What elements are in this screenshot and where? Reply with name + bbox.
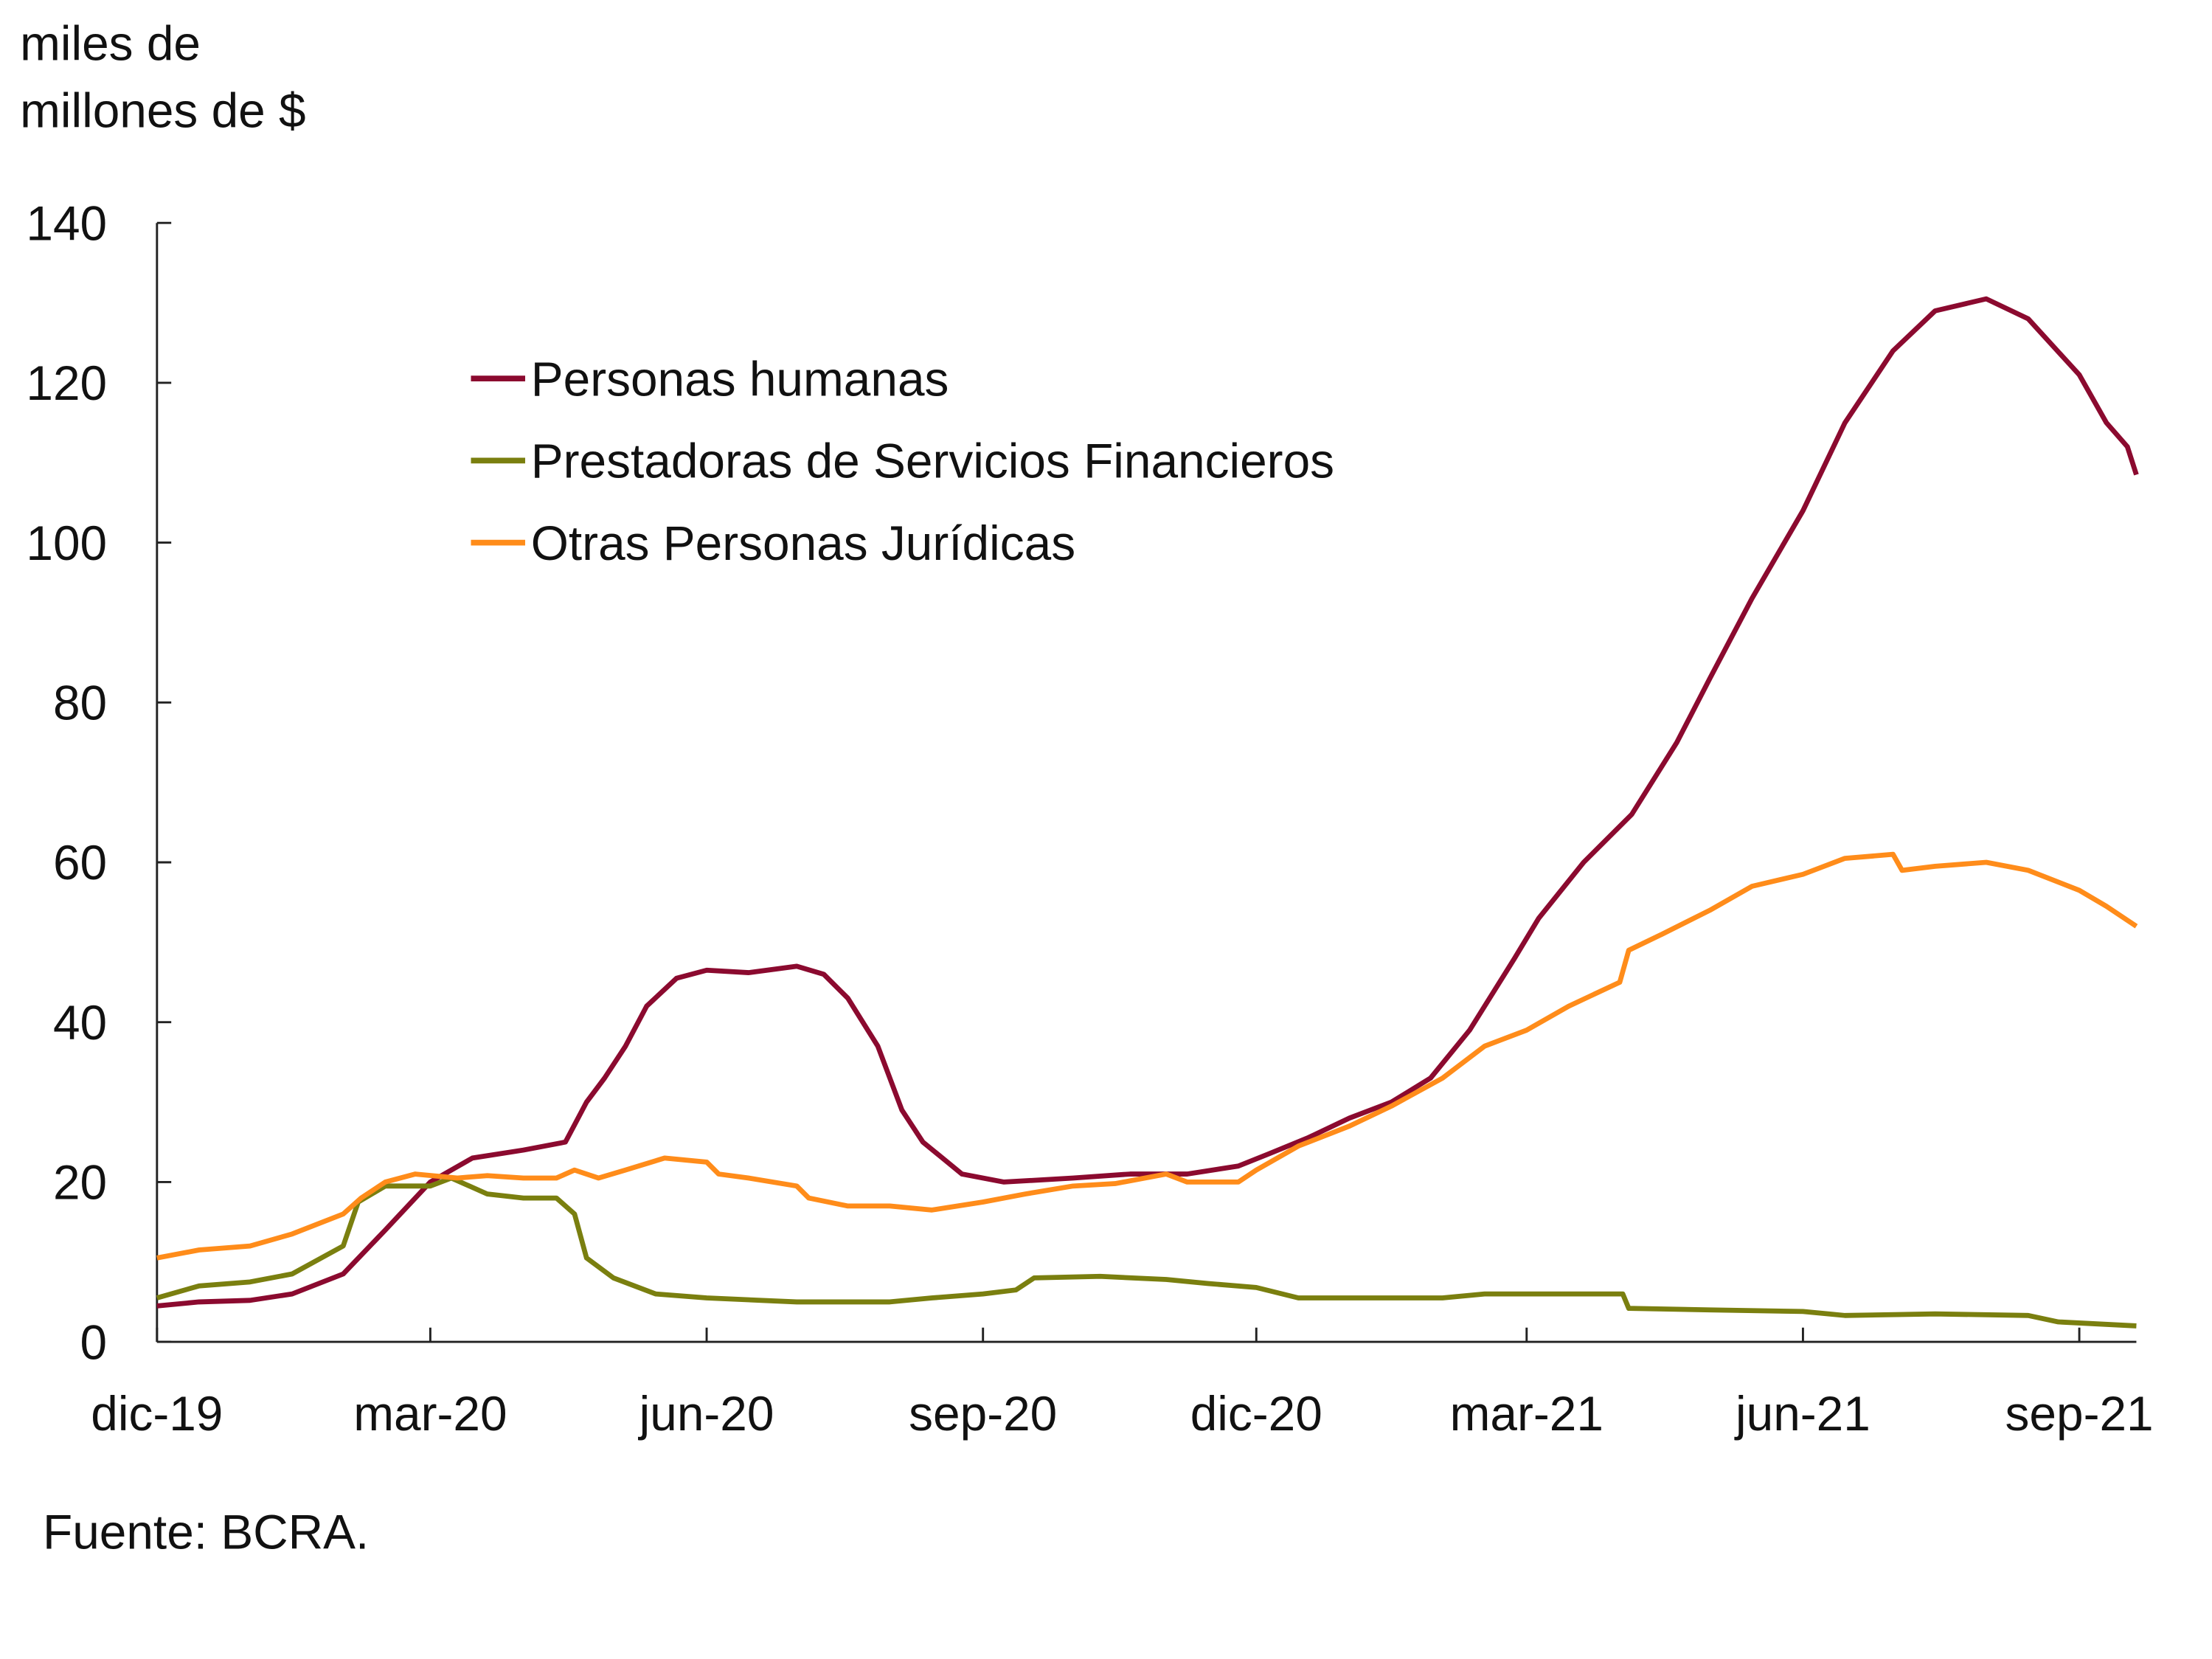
x-tick-label: dic-20 <box>1190 1386 1322 1441</box>
y-axis-label-line-1: miles de <box>20 16 201 71</box>
x-tick-label: jun-20 <box>638 1386 774 1441</box>
y-tick-label: 100 <box>26 516 107 570</box>
y-tick-label: 120 <box>26 356 107 410</box>
source-note: Fuente: BCRA. <box>43 1505 369 1559</box>
legend-label: Prestadoras de Servicios Financieros <box>531 434 1334 488</box>
series-line-1 <box>156 296 2139 1309</box>
legend-label: Otras Personas Jurídicas <box>531 516 1075 570</box>
x-tick-label: mar-20 <box>353 1386 507 1441</box>
x-tick-label: sep-20 <box>909 1386 1057 1441</box>
y-tick-label: 80 <box>53 676 107 730</box>
y-tick-label: 40 <box>53 995 107 1050</box>
y-tick-label: 0 <box>80 1315 108 1369</box>
series-line-3 <box>156 851 2138 1261</box>
x-tick-label: sep-21 <box>2005 1386 2154 1441</box>
x-tick-label: mar-21 <box>1450 1386 1603 1441</box>
x-tick-label: jun-21 <box>1734 1386 1871 1441</box>
series-lines <box>156 296 2139 1329</box>
legend-label: Personas humanas <box>531 351 949 406</box>
y-axis-label-line-2: millones de $ <box>20 83 306 138</box>
y-tick-label: 60 <box>53 835 107 890</box>
y-tick-label: 140 <box>26 195 107 250</box>
legend: Personas humanas Prestadoras de Servicios… <box>471 351 1334 570</box>
x-tick-label: dic-19 <box>91 1386 223 1441</box>
series-line-2 <box>156 1175 2137 1329</box>
axes: 0 20 40 60 80 100 120 140 dic-19 mar-20 jun-20 sep-… <box>26 195 2153 1441</box>
y-tick-label: 20 <box>53 1155 107 1210</box>
